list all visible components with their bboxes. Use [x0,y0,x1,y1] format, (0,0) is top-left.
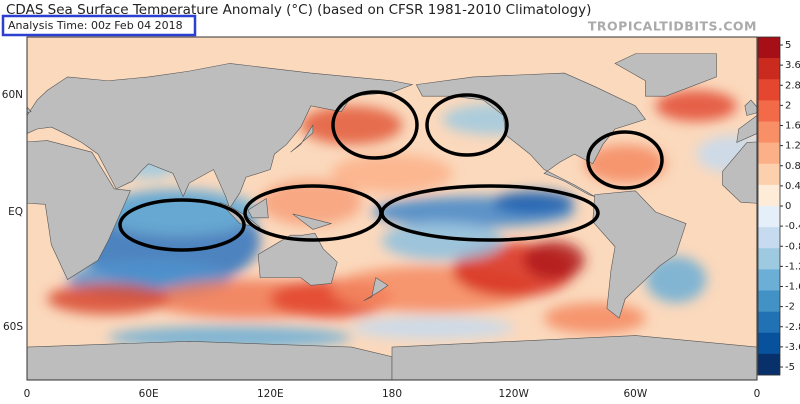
colorbar-label: 5 [785,40,791,51]
colorbar-label: 3.6 [785,60,800,71]
colorbar-band [758,227,780,249]
highlight-ellipse [425,93,509,157]
landmass [391,335,757,380]
colorbar-band [758,290,780,312]
colorbar-band [758,163,780,186]
landmass [27,106,32,114]
colorbar-label: 2 [785,100,791,111]
anomaly-blob [655,90,737,122]
colorbar-label: 1.6 [785,121,800,132]
map-frame [26,36,758,381]
anomaly-blob [331,154,453,193]
lat-label: EQ [8,206,23,218]
map [27,37,757,380]
anomaly-blob [645,256,707,303]
colorbar-band [758,248,780,270]
landmass [722,141,757,204]
colorbar-label: 2.8 [785,80,800,91]
colorbar-label: 0.4 [785,181,800,192]
lon-label: 120E [257,388,284,400]
lon-label: 60W [623,388,647,400]
landmass [290,124,314,153]
landmass [363,277,389,302]
anomaly-blob [584,144,666,184]
title: CDAS Sea Surface Temperature Anomaly (°C… [6,2,591,18]
anomaly-blob [544,302,646,334]
landmass [27,341,393,380]
colorbar-band [758,206,780,228]
highlight-ellipse [586,130,664,190]
lon-label: 0 [24,388,31,400]
colorbar-band [758,269,780,291]
landmass [247,197,269,219]
colorbar-band [758,37,780,59]
landmass [744,99,757,116]
colorbar-band [758,311,780,334]
colorbar-label: -1.2 [785,261,800,272]
lon-label: 0 [754,388,761,400]
analysis-time: Analysis Time: 00z Feb 04 2018 [8,19,183,32]
anomaly-blob [47,283,170,315]
colorbar-label: -0.8 [785,241,800,252]
colorbar-label: 0.8 [785,161,800,172]
colorbar-label: -0.4 [785,221,800,232]
lat-label: 60S [3,321,23,333]
annotations [118,90,664,252]
landmass [415,72,646,197]
highlight-ellipse [331,90,419,160]
land [27,53,757,380]
credit: TROPICALTIDBITS.COM [588,19,757,34]
colorbar-band [758,184,780,207]
colorbar: 5 3.6 2.8 2 1.6 1.2 0.8 0.4 0 -0.4 -0.8 -1.2 -1.6 -2 -… [757,36,800,376]
colorbar-band [758,79,780,101]
colorbar-label: -2.8 [785,322,800,333]
colorbar-band [758,142,780,165]
landmass [736,114,757,144]
colorbar-band [758,332,780,355]
lon-label: 120W [498,388,529,400]
landmass [592,190,687,319]
axes: 60N EQ 60S 0 60E 120E 180 120W 60W 0 [2,89,761,400]
anomaly-blob [97,188,261,236]
highlight-ellipse [118,198,246,252]
landmass [614,53,717,97]
colorbar-label: 0 [785,201,791,212]
highlight-box [1,14,197,37]
colorbar-label: 1.2 [785,141,800,152]
landmass [27,140,131,280]
anomaly-blob [493,190,575,214]
colorbar-label: -3.6 [785,342,800,353]
colorbar-band [758,353,780,376]
lon-label: 180 [382,388,402,400]
anomaly-blob [300,105,403,145]
anomaly-blob [351,316,514,340]
landmass [27,63,414,209]
colorbar-band [758,58,780,80]
colorbar-label: -1.6 [785,282,800,293]
anomaly-blob [260,179,362,226]
landmass [292,213,333,230]
colorbar-label: -5 [785,362,795,373]
lon-label: 60E [139,388,159,400]
highlight-ellipse [380,184,600,242]
colorbar-band [758,121,780,143]
colorbar-band [758,100,780,122]
anomaly-blob [523,240,585,280]
lat-label: 60N [2,89,23,101]
colorbar-label: -2 [785,302,795,313]
